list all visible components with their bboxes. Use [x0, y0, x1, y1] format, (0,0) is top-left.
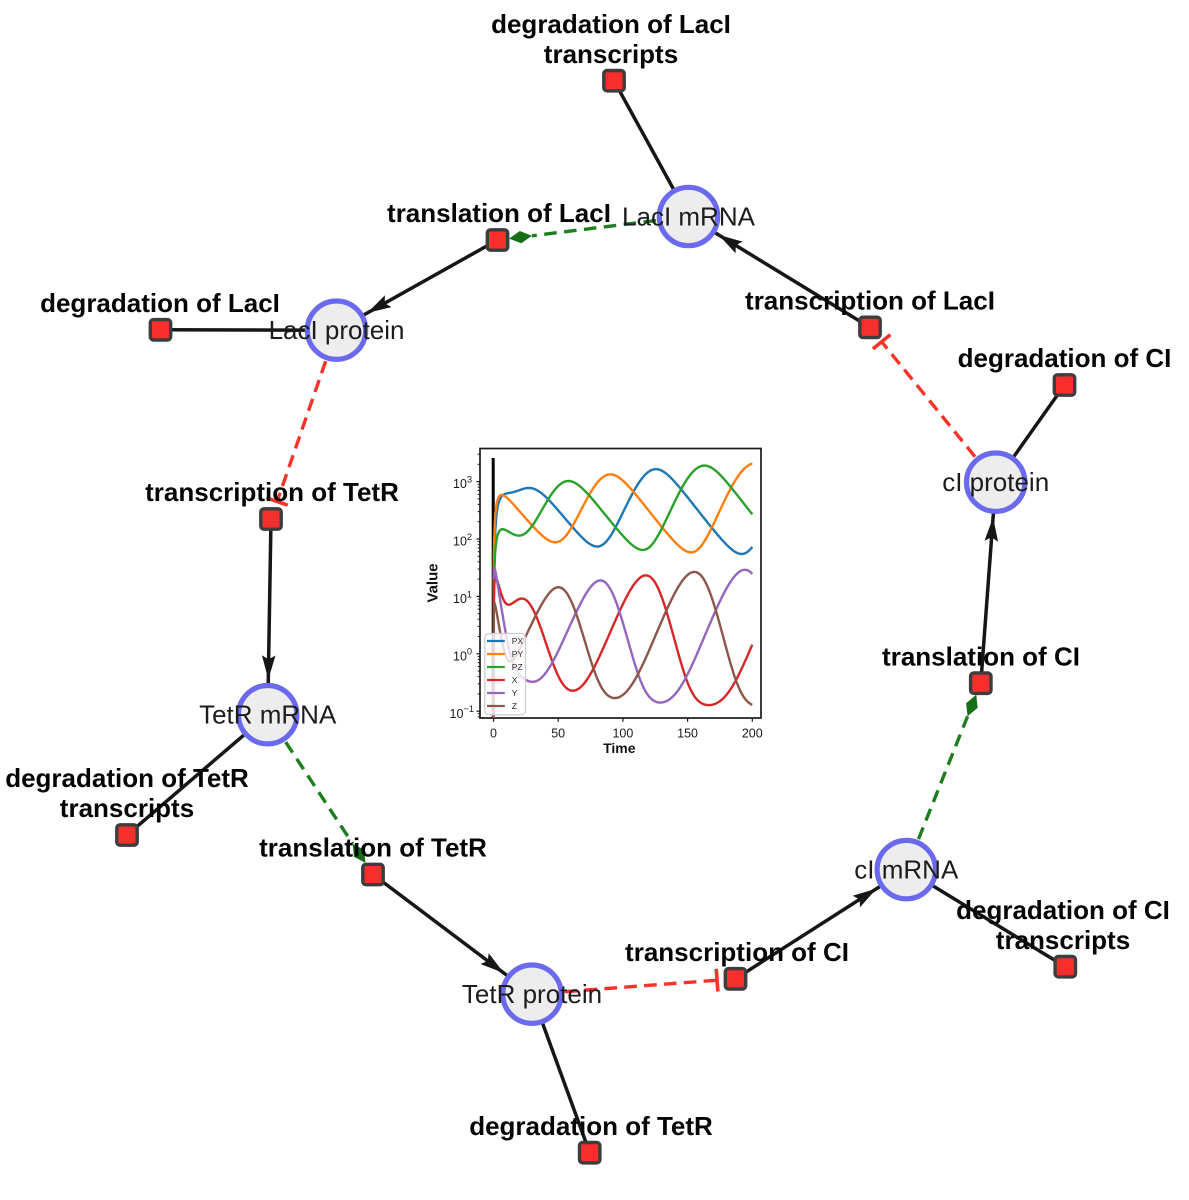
- svg-text:degradation of TetR: degradation of TetR: [469, 1111, 713, 1141]
- svg-text:translation of TetR: translation of TetR: [259, 833, 487, 863]
- svg-text:PZ: PZ: [512, 662, 523, 672]
- svg-text:translation of LacI: translation of LacI: [387, 198, 611, 228]
- svg-text:degradation of LacI: degradation of LacI: [491, 9, 731, 39]
- svg-text:100: 100: [612, 727, 633, 741]
- svg-text:50: 50: [551, 727, 565, 741]
- svg-text:transcripts: transcripts: [60, 793, 194, 823]
- svg-text:degradation of CI: degradation of CI: [956, 895, 1170, 925]
- svg-text:TetR mRNA: TetR mRNA: [199, 700, 337, 730]
- svg-text:200: 200: [742, 727, 763, 741]
- svg-text:transcription of LacI: transcription of LacI: [745, 286, 995, 316]
- svg-text:degradation of TetR: degradation of TetR: [5, 763, 249, 793]
- svg-text:Y: Y: [512, 688, 518, 698]
- svg-text:Value: Value: [425, 563, 442, 602]
- svg-text:LacI protein: LacI protein: [269, 315, 405, 345]
- svg-text:X: X: [512, 675, 518, 685]
- svg-text:degradation of LacI: degradation of LacI: [40, 288, 280, 318]
- svg-text:Z: Z: [512, 701, 517, 711]
- svg-text:translation of CI: translation of CI: [882, 641, 1080, 671]
- svg-text:150: 150: [677, 727, 698, 741]
- svg-text:LacI mRNA: LacI mRNA: [622, 202, 756, 232]
- svg-text:TetR protein: TetR protein: [462, 979, 602, 1009]
- svg-text:cI mRNA: cI mRNA: [854, 855, 959, 885]
- svg-text:Time: Time: [603, 740, 636, 756]
- svg-text:PX: PX: [512, 636, 524, 646]
- svg-text:transcripts: transcripts: [544, 39, 678, 69]
- svg-text:0: 0: [490, 727, 497, 741]
- svg-text:cI protein: cI protein: [942, 467, 1049, 497]
- svg-text:degradation of CI: degradation of CI: [958, 343, 1172, 373]
- svg-text:transcription of CI: transcription of CI: [625, 937, 849, 967]
- svg-text:PY: PY: [512, 649, 524, 659]
- svg-text:transcripts: transcripts: [996, 925, 1130, 955]
- svg-text:transcription of TetR: transcription of TetR: [145, 477, 399, 507]
